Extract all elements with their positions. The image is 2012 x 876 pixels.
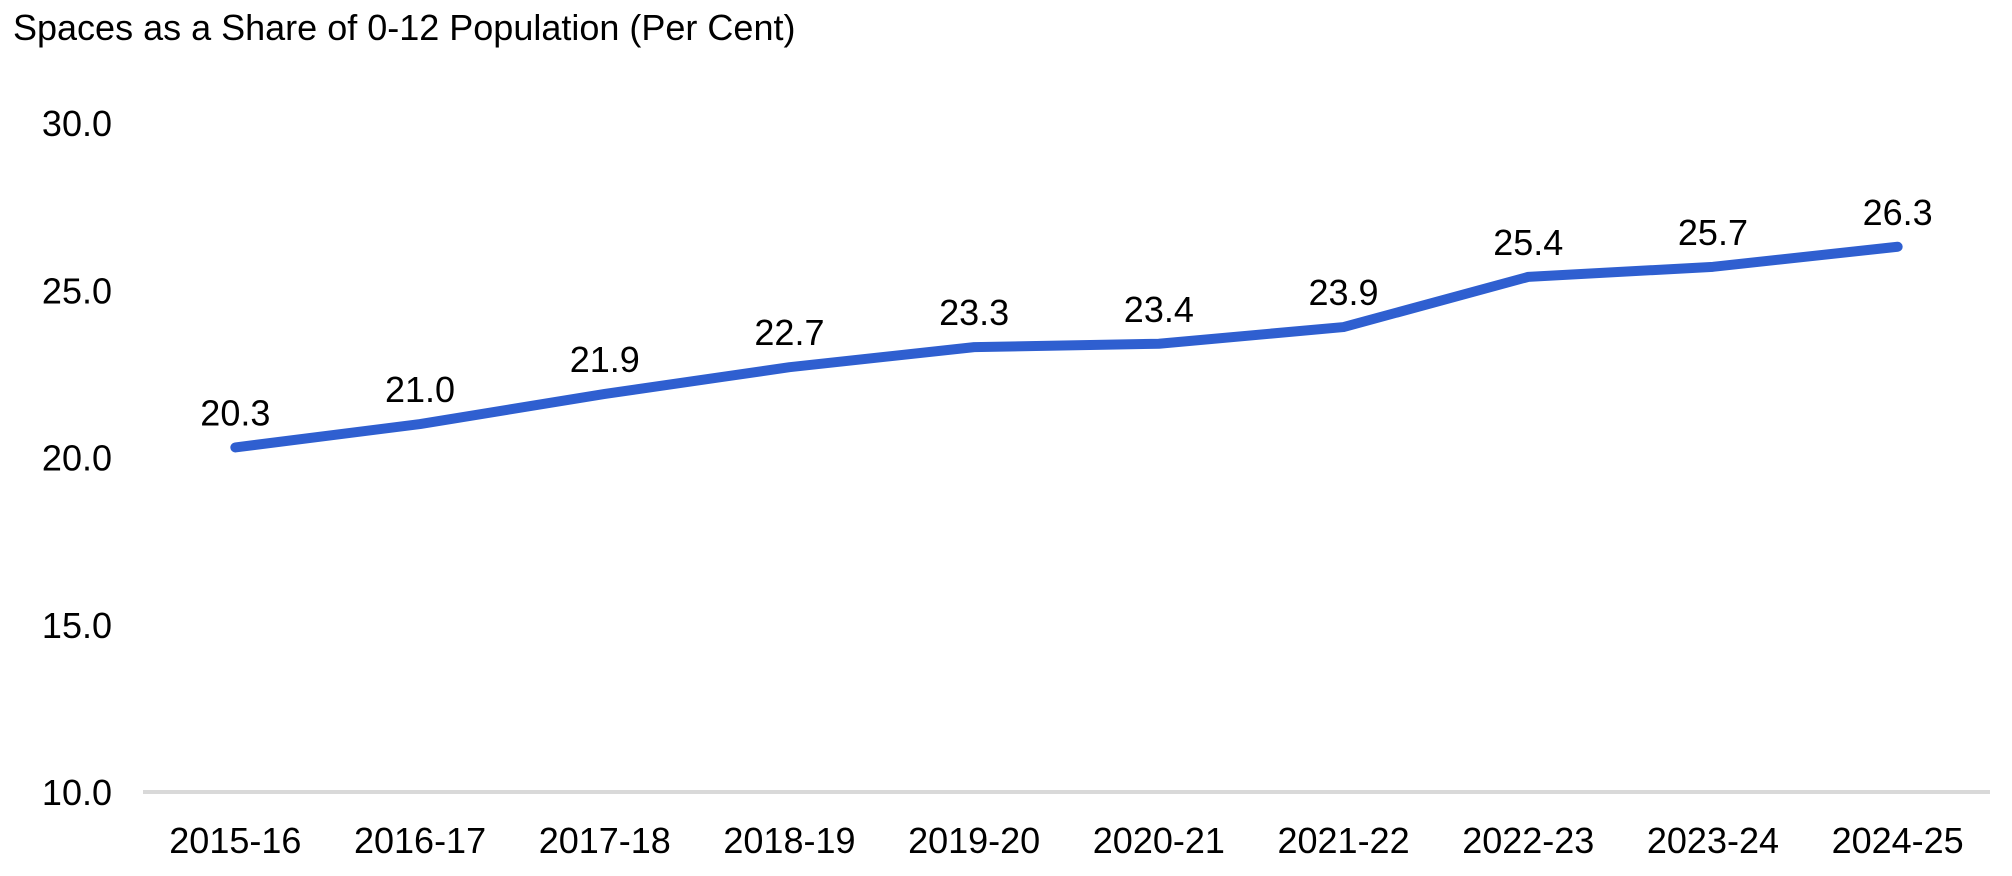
- chart-title: Spaces as a Share of 0-12 Population (Pe…: [13, 7, 796, 48]
- x-tick-label: 2023-24: [1647, 820, 1779, 861]
- x-tick-label: 2020-21: [1093, 820, 1225, 861]
- data-point-label: 21.0: [385, 369, 455, 410]
- x-tick-label: 2019-20: [908, 820, 1040, 861]
- data-point-label: 23.9: [1309, 272, 1379, 313]
- y-tick-label: 20.0: [42, 438, 112, 479]
- x-tick-label: 2021-22: [1277, 820, 1409, 861]
- data-point-label: 21.9: [570, 339, 640, 380]
- y-tick-label: 10.0: [42, 772, 112, 813]
- x-tick-label: 2017-18: [539, 820, 671, 861]
- x-tick-label: 2024-25: [1832, 820, 1964, 861]
- data-point-label: 23.4: [1124, 289, 1194, 330]
- data-point-label: 22.7: [754, 312, 824, 353]
- x-tick-label: 2022-23: [1462, 820, 1594, 861]
- x-tick-label: 2018-19: [723, 820, 855, 861]
- data-series-line: [230, 241, 1903, 453]
- data-point-label: 25.4: [1493, 222, 1563, 263]
- data-point-label: 26.3: [1863, 192, 1933, 233]
- y-tick-label: 25.0: [42, 270, 112, 311]
- x-tick-label: 2016-17: [354, 820, 486, 861]
- data-point-label: 23.3: [939, 292, 1009, 333]
- y-tick-label: 15.0: [42, 605, 112, 646]
- data-point-label: 20.3: [200, 392, 270, 433]
- y-tick-label: 30.0: [42, 103, 112, 144]
- data-point-label: 25.7: [1678, 212, 1748, 253]
- x-tick-label: 2015-16: [169, 820, 301, 861]
